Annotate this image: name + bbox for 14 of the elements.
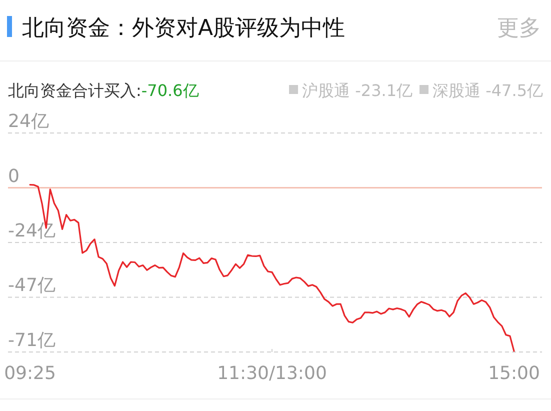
y-tick-label: -24亿 (8, 220, 56, 242)
x-tick-label: 15:00 (488, 363, 540, 384)
text: 深股通 -47.5亿 (432, 81, 543, 100)
text: -70.6亿 (141, 81, 199, 100)
y-tick-label: -71亿 (8, 330, 56, 351)
text: 更多 (497, 16, 541, 41)
x-tick-label: 09:25 (4, 363, 56, 384)
x-tick-label: 11:30/13:00 (217, 363, 327, 384)
chart-title: 北向资金：外资对A股评级为中性 (22, 16, 346, 41)
text: 北向资金合计买入: (8, 81, 142, 100)
text: 沪股通 -23.1亿 (302, 81, 413, 100)
y-tick-label: 0 (8, 166, 20, 187)
y-tick-label: 24亿 (8, 111, 49, 132)
y-tick-label: -47亿 (8, 275, 56, 296)
